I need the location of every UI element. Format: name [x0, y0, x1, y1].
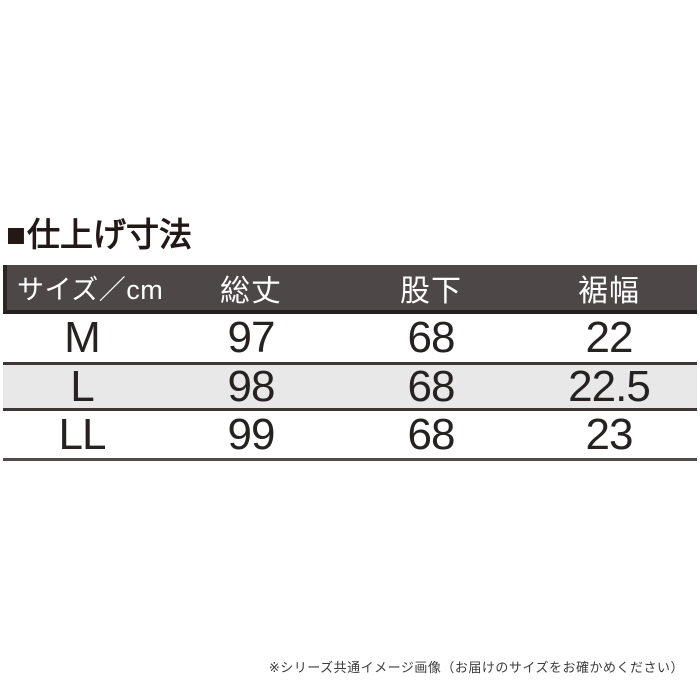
col-header-hem-width: 裾幅: [578, 274, 640, 308]
table-row-m: M 97 68 22: [3, 313, 697, 362]
inseam-value: 68: [407, 409, 456, 459]
size-label: M: [64, 313, 101, 362]
size-label: L: [70, 361, 94, 411]
total-length-value: 97: [227, 313, 276, 362]
hem-width-value: 22: [585, 313, 634, 362]
size-table: サイズ／cm 総丈 股下 裾幅 M 97 68 22 L 98 68 22.5 …: [3, 265, 697, 461]
hem-width-value: 23: [585, 409, 634, 459]
col-header-inseam: 股下: [400, 274, 462, 308]
col-header-total-length: 総丈: [220, 274, 282, 308]
table-header-row: サイズ／cm 総丈 股下 裾幅: [3, 265, 697, 314]
footnote: ※シリーズ共通イメージ画像（お届けのサイズをお確かめください）: [268, 660, 684, 675]
table-row-l: L 98 68 22.5: [3, 362, 697, 411]
inseam-value: 68: [407, 361, 456, 411]
inseam-value: 68: [407, 313, 456, 362]
table-row-ll: LL 99 68 23: [3, 409, 697, 461]
square-bullet-icon: ■: [6, 216, 26, 253]
hem-width-value: 22.5: [568, 361, 651, 411]
col-header-size-cm: サイズ／cm: [17, 275, 164, 305]
total-length-value: 99: [227, 409, 276, 459]
size-label: LL: [58, 409, 107, 459]
section-title: ■仕上げ寸法: [6, 216, 192, 253]
total-length-value: 98: [227, 361, 276, 411]
section-title-text: 仕上げ寸法: [26, 216, 192, 253]
